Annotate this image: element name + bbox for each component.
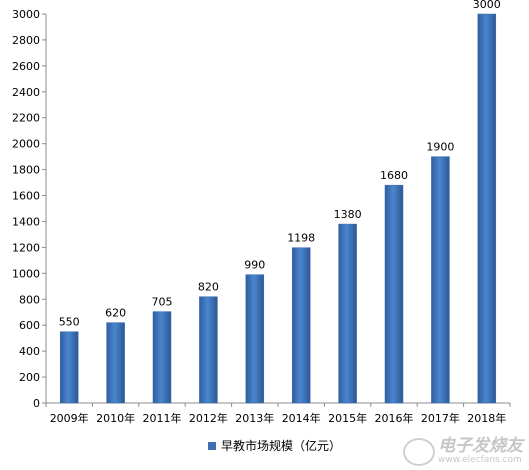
y-tick-label: 2800 bbox=[12, 34, 40, 47]
data-label: 1680 bbox=[380, 169, 408, 182]
data-label: 820 bbox=[198, 281, 219, 294]
bar-2015年 bbox=[338, 223, 357, 404]
data-label: 990 bbox=[244, 259, 265, 272]
x-tick-label: 2011年 bbox=[143, 411, 182, 425]
watermark-main-text: 电子发烧友 bbox=[438, 436, 523, 457]
bar-2012年 bbox=[199, 296, 218, 404]
y-axis: 0 200 400 600 800 1000 1200 1400 1600 1800 2000 220… bbox=[12, 8, 47, 410]
x-tick-label: 2013年 bbox=[235, 411, 274, 425]
data-label: 3000 bbox=[473, 0, 501, 11]
bar-2013年 bbox=[245, 274, 265, 404]
watermark: 电子发烧友 www.elecfans.com bbox=[403, 438, 523, 466]
x-tick-label: 2009年 bbox=[50, 411, 89, 425]
bar-2011年 bbox=[152, 311, 172, 404]
data-label: 1198 bbox=[287, 232, 315, 245]
x-tick-label: 2010年 bbox=[96, 411, 135, 425]
data-label: 620 bbox=[105, 307, 126, 320]
data-label: 1380 bbox=[334, 208, 362, 221]
x-tick-label: 2016年 bbox=[375, 411, 414, 425]
watermark-sub-text: www.elecfans.com bbox=[438, 455, 522, 466]
data-label: 705 bbox=[152, 296, 173, 309]
data-label: 550 bbox=[59, 316, 80, 329]
y-tick-label: 2600 bbox=[12, 60, 40, 73]
y-tick-label: 1800 bbox=[12, 164, 40, 177]
y-tick-label: 1200 bbox=[12, 241, 40, 254]
legend-label: 早教市场规模（亿元） bbox=[221, 439, 342, 453]
y-tick-label: 800 bbox=[19, 293, 40, 306]
bar-2014年 bbox=[291, 247, 311, 404]
bar-2010年 bbox=[106, 322, 125, 404]
bar-2016年 bbox=[384, 184, 404, 404]
data-labels: 550 620 705 820 990 1198 1380 1680 1900 3000 bbox=[59, 0, 501, 329]
y-tick-label: 200 bbox=[19, 371, 40, 384]
y-tick-label: 1600 bbox=[12, 190, 40, 203]
bar-2018年 bbox=[477, 13, 497, 404]
x-tick-label: 2018年 bbox=[467, 411, 506, 425]
watermark-logo-icon bbox=[403, 438, 435, 466]
x-tick-label: 2017年 bbox=[421, 411, 460, 425]
y-tick-label: 600 bbox=[19, 319, 40, 332]
x-tick-label: 2012年 bbox=[189, 411, 228, 425]
y-tick-label: 2400 bbox=[12, 86, 40, 99]
legend: 早教市场规模（亿元） bbox=[208, 437, 341, 454]
x-axis: 2009年 2010年 2011年 2012年 2013年 2014年 2015年 2016年… bbox=[45, 402, 511, 425]
y-tick-label: 2200 bbox=[12, 112, 40, 125]
bar-2017年 bbox=[431, 156, 450, 404]
x-tick-label: 2015年 bbox=[328, 411, 367, 425]
y-tick-label: 0 bbox=[33, 397, 40, 410]
bars bbox=[59, 13, 497, 404]
y-tick-label: 1400 bbox=[12, 215, 40, 228]
legend-swatch bbox=[208, 441, 216, 450]
y-tick-label: 1000 bbox=[12, 267, 40, 280]
x-tick-label: 2014年 bbox=[282, 411, 321, 425]
y-tick-label: 3000 bbox=[12, 8, 40, 21]
data-label: 1900 bbox=[426, 141, 454, 154]
y-tick-label: 2000 bbox=[12, 138, 40, 151]
y-tick-label: 400 bbox=[19, 345, 40, 358]
bar-2009年 bbox=[59, 331, 79, 404]
